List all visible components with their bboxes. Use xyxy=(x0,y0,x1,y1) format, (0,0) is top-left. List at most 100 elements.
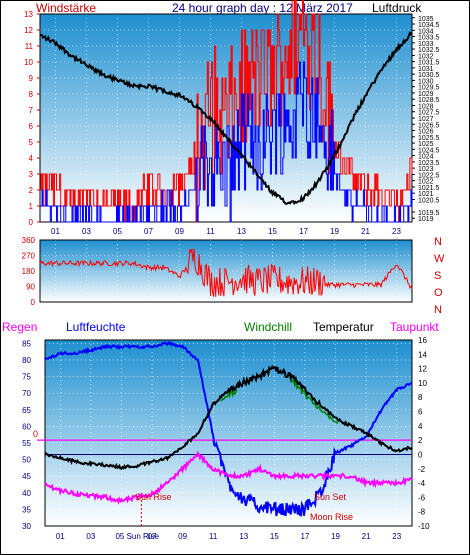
temperature-tick-label: -2 xyxy=(418,465,426,474)
pressure-tick-label: 1027.5 xyxy=(418,110,440,117)
time-tick-label: 03 xyxy=(86,532,95,541)
time-tick-label: 15 xyxy=(270,532,279,541)
humidity-axis: 30 35 40 45 50 55 60 65 70 75 80 85 xyxy=(22,339,31,531)
compass-label: S xyxy=(434,270,441,282)
humidity-tick-label: 40 xyxy=(22,489,31,498)
time-tick-label: 07 xyxy=(148,532,157,541)
pressure-tick-label: 1028 xyxy=(418,103,434,110)
zero-marker: 0 xyxy=(33,429,38,439)
pressure-tick-label: 1025 xyxy=(418,141,434,148)
time-tick-label: 11 xyxy=(206,227,215,236)
pressure-tick-label: 1027 xyxy=(418,116,434,123)
sun-set-label: Sun Set xyxy=(314,492,347,502)
humidity-tick-label: 80 xyxy=(22,356,31,365)
pressure-tick-label: 1031.5 xyxy=(418,60,440,67)
pressure-tick-label: 1026 xyxy=(418,129,434,136)
wind-tick-label: 1 xyxy=(29,202,34,211)
pressure-tick-label: 1035 xyxy=(418,16,434,23)
time-tick-label: 03 xyxy=(82,227,91,236)
time-tick-label: 13 xyxy=(237,227,246,236)
regen-label: Regen xyxy=(2,320,37,334)
pressure-tick-label: 1024 xyxy=(418,154,434,161)
direction-tick-label: 270 xyxy=(22,252,36,261)
humidity-tick-label: 55 xyxy=(22,439,31,448)
pressure-tick-label: 1028.5 xyxy=(418,97,440,104)
time-tick-label: 01 xyxy=(51,227,60,236)
pressure-tick-label: 1022.5 xyxy=(418,172,440,179)
wind-tick-label: 2 xyxy=(29,186,34,195)
pressure-tick-label: 1025.5 xyxy=(418,135,440,142)
compass-label: N xyxy=(434,304,442,316)
luftfeuchte-label: Luftfeuchte xyxy=(66,320,126,334)
temperature-tick-label: 14 xyxy=(418,350,427,359)
direction-tick-label: 180 xyxy=(22,267,36,276)
temp-plot-border xyxy=(44,339,413,527)
time-tick-label: 23 xyxy=(392,227,401,236)
time-tick-label: 17 xyxy=(299,227,308,236)
wind-tick-label: 8 xyxy=(29,90,34,99)
temperature-tick-label: -4 xyxy=(418,479,426,488)
wind-tick-label: 3 xyxy=(29,170,34,179)
humidity-tick-label: 65 xyxy=(22,406,31,415)
wind-direction-series xyxy=(39,248,413,297)
time-tick-label: 15 xyxy=(268,227,277,236)
sun-rise-label: Sun Rise xyxy=(135,492,172,502)
temp-humidity-series xyxy=(44,340,413,517)
wind-tick-label: 9 xyxy=(29,74,34,83)
temperature-tick-label: -10 xyxy=(418,522,430,531)
pressure-axis: 10191019.51020.510211021.510221022.51023… xyxy=(412,16,440,223)
pressure-tick-label: 1021.5 xyxy=(418,185,440,192)
humidity-line xyxy=(44,340,412,517)
temperature-tick-label: 0 xyxy=(418,450,423,459)
temp-time-axis: 01 03 07 09 11 13 15 17 19 21 23 05 Sun Rise xyxy=(56,532,402,541)
temperature-tick-label: -8 xyxy=(418,508,426,517)
wind-tick-label: 12 xyxy=(24,26,33,35)
temperature-line xyxy=(44,364,413,470)
humidity-tick-label: 70 xyxy=(22,389,31,398)
sunrise-axis-label: 05 Sun Rise xyxy=(115,532,159,541)
temperature-tick-label: 6 xyxy=(418,408,423,417)
humidity-tick-label: 45 xyxy=(22,472,31,481)
taupunkt-label: Taupunkt xyxy=(390,320,439,334)
pressure-tick-label: 1024.5 xyxy=(418,147,440,154)
wind-axis-title: Windstärke xyxy=(36,1,96,15)
pressure-tick-label: 1031 xyxy=(418,66,434,73)
humidity-tick-label: 85 xyxy=(22,339,31,348)
pressure-tick-label: 1020.5 xyxy=(418,197,440,204)
wind-pressure-plot-area xyxy=(40,14,412,222)
wind-time-axis: 01 03 05 07 09 11 13 15 17 19 21 23 xyxy=(51,227,401,236)
pressure-tick-label: 1034 xyxy=(418,28,434,35)
time-tick-label: 21 xyxy=(362,532,371,541)
time-tick-label: 21 xyxy=(361,227,370,236)
pressure-tick-label: 1019.5 xyxy=(418,210,440,217)
pressure-tick-label: 1023.5 xyxy=(418,160,440,167)
time-tick-label: 05 xyxy=(113,227,122,236)
pressure-tick-label: 1033 xyxy=(418,41,434,48)
time-tick-label: 19 xyxy=(330,227,339,236)
pressure-tick-label: 1034.5 xyxy=(418,22,440,29)
wind-pressure-series xyxy=(39,0,413,223)
humidity-tick-label: 75 xyxy=(22,373,31,382)
wind-speed-line xyxy=(40,0,413,223)
humidity-tick-label: 35 xyxy=(22,505,31,514)
time-tick-label: 09 xyxy=(178,532,187,541)
direction-tick-label: 90 xyxy=(26,283,35,292)
time-tick-label: 19 xyxy=(331,532,340,541)
wind-tick-label: 10 xyxy=(24,58,33,67)
wind-tick-label: 7 xyxy=(29,106,34,115)
pressure-tick-label: 1023 xyxy=(418,166,434,173)
temperatur-label: Temperatur xyxy=(313,320,374,334)
windchill-line xyxy=(220,378,339,425)
wind-tick-label: 0 xyxy=(29,218,34,227)
pressure-tick-label: 1032 xyxy=(418,53,434,60)
wind-tick-label: 13 xyxy=(24,10,33,19)
wind-direction-axis: 0 90 180 270 360 xyxy=(22,236,36,307)
wind-tick-label: 6 xyxy=(29,122,34,131)
pressure-tick-label: 1030.5 xyxy=(418,72,440,79)
pressure-tick-label: 1019 xyxy=(418,216,434,223)
time-tick-label: 01 xyxy=(56,532,65,541)
compass-label: O xyxy=(434,287,443,299)
temperature-tick-label: 2 xyxy=(418,436,423,445)
time-tick-label: 17 xyxy=(301,532,310,541)
